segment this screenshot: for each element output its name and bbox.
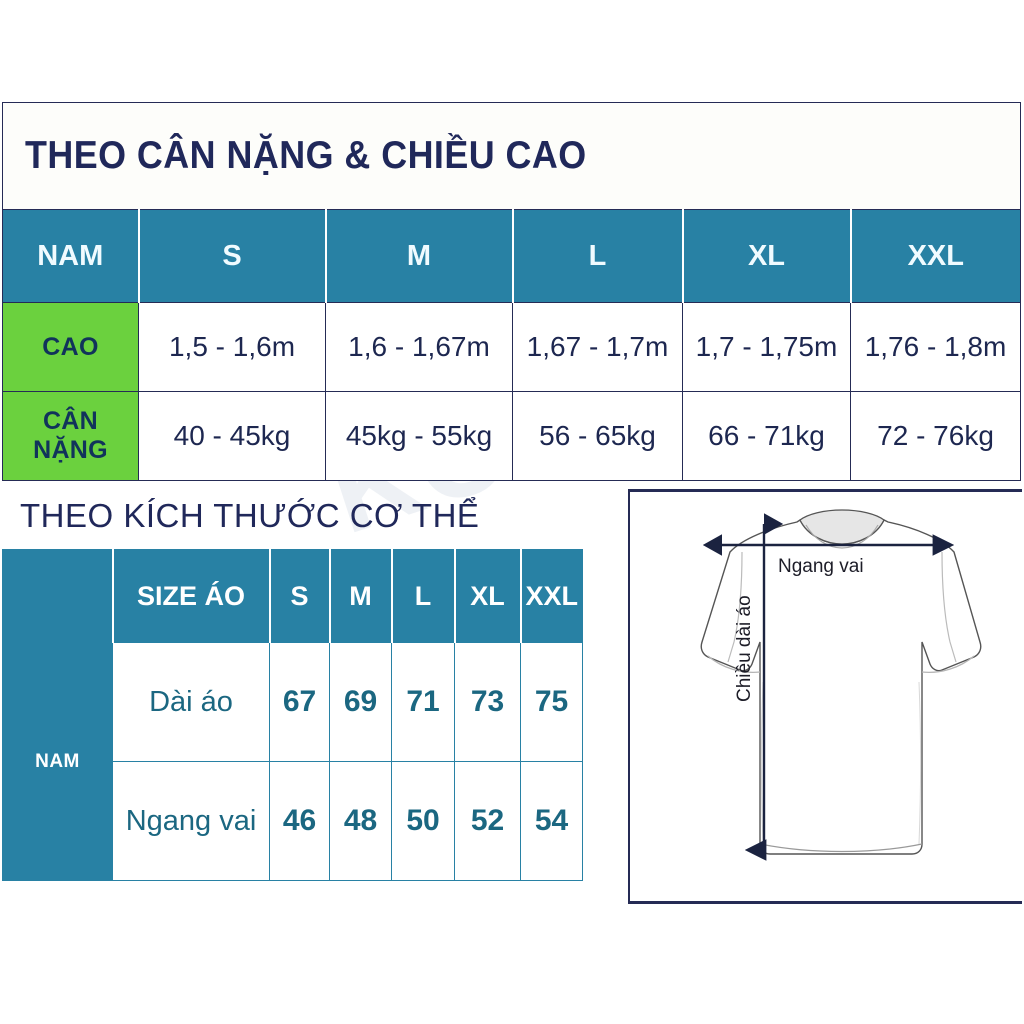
header-cell-m: M — [324, 209, 514, 303]
header-cell-empty — [2, 549, 114, 643]
table-row-weight: CÂN NẶNG 40 - 45kg 45kg - 55kg 56 - 65kg… — [2, 391, 1022, 481]
table-row-height: CAO 1,5 - 1,6m 1,6 - 1,67m 1,67 - 1,7m 1… — [2, 302, 1022, 392]
header-cell-gender: NAM — [2, 209, 140, 303]
shoulder-width-xxl: 54 — [520, 761, 583, 881]
weight-height-size-table: THEO CÂN NẶNG & CHIỀU CAO NAM S M L XL X… — [1, 102, 1022, 481]
tshirt-measurement-diagram-panel: Ngang vai Chiều dài áo — [628, 489, 1022, 904]
height-value-m: 1,6 - 1,67m — [325, 302, 513, 392]
header-cell-s: S — [137, 209, 327, 303]
shirt-length-xl: 73 — [454, 642, 521, 762]
header-cell-l: L — [511, 209, 684, 303]
weight-value-l: 56 - 65kg — [512, 391, 683, 481]
header-cell-l: L — [390, 549, 456, 643]
height-value-xxl: 1,76 - 1,8m — [849, 302, 1022, 392]
body-measurement-size-table: SIZE ÁO S M L XL XXL NAM Dài áo 67 69 71… — [2, 549, 583, 881]
height-value-s: 1,5 - 1,6m — [138, 302, 326, 392]
shirt-length-dimension-label: Chiều dài áo — [734, 595, 755, 702]
height-value-l: 1,67 - 1,7m — [512, 302, 683, 392]
shoulder-width-l: 50 — [391, 761, 455, 881]
row-label-shirt-length: Dài áo — [112, 642, 270, 762]
shoulder-width-s: 46 — [269, 761, 330, 881]
shirt-length-s: 67 — [269, 642, 330, 762]
weight-value-m: 45kg - 55kg — [325, 391, 513, 481]
tshirt-illustration-icon — [700, 509, 982, 861]
row-label-weight: CÂN NẶNG — [2, 391, 139, 481]
header-cell-s: S — [268, 549, 331, 643]
row-label-shoulder-width: Ngang vai — [112, 761, 270, 881]
shirt-length-m: 69 — [329, 642, 392, 762]
weight-value-xxl: 72 - 76kg — [849, 391, 1022, 481]
table-header-row: NAM S M L XL XXL — [2, 209, 1022, 303]
weight-height-table-title-cell: THEO CÂN NẶNG & CHIỀU CAO — [1, 102, 1022, 210]
table-header-row: SIZE ÁO S M L XL XXL — [2, 549, 583, 643]
weight-value-s: 40 - 45kg — [138, 391, 326, 481]
shoulder-width-m: 48 — [329, 761, 392, 881]
table-row-shoulder-width: Ngang vai 46 48 50 52 54 — [3, 761, 583, 881]
table-row-shirt-length: NAM Dài áo 67 69 71 73 75 — [2, 642, 583, 881]
row-label-height: CAO — [2, 302, 139, 392]
header-cell-m: M — [328, 549, 393, 643]
body-measurement-table-title: THEO KÍCH THƯỚC CƠ THỂ — [20, 497, 480, 534]
shoulder-width-dimension-label: Ngang vai — [778, 556, 864, 577]
table-title-row: THEO CÂN NẶNG & CHIỀU CAO — [1, 102, 1022, 210]
header-cell-xxl: XXL — [519, 549, 583, 643]
header-cell-size-ao: SIZE ÁO — [111, 549, 271, 643]
header-cell-xl: XL — [681, 209, 852, 303]
shirt-length-l: 71 — [391, 642, 455, 762]
weight-value-xl: 66 - 71kg — [682, 391, 851, 481]
header-cell-xxl: XXL — [849, 209, 1022, 303]
weight-height-table-title: THEO CÂN NẶNG & CHIỀU CAO — [25, 134, 587, 177]
shoulder-width-xl: 52 — [454, 761, 521, 881]
body-measurement-section: THEO KÍCH THƯỚC CƠ THỂ SIZE ÁO S M L XL — [2, 489, 628, 901]
side-label-gender: NAM — [2, 642, 113, 881]
height-value-xl: 1,7 - 1,75m — [682, 302, 851, 392]
shirt-length-xxl: 75 — [520, 642, 583, 762]
header-cell-xl: XL — [453, 549, 522, 643]
